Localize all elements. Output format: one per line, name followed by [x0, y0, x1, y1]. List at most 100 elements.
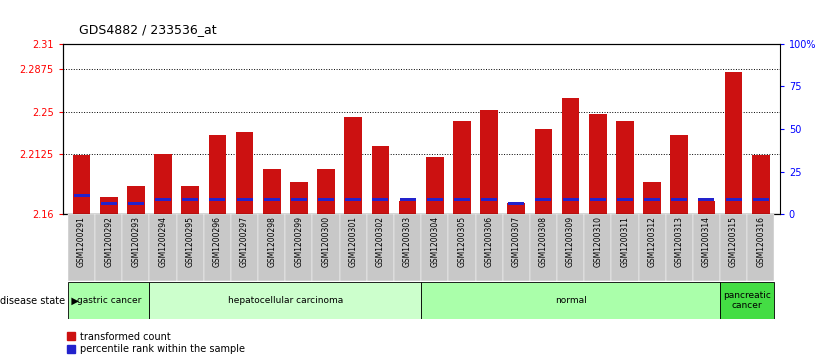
- Bar: [394, 214, 421, 281]
- Bar: [480, 110, 498, 214]
- Bar: [208, 135, 226, 214]
- Bar: [123, 214, 149, 281]
- Bar: [563, 198, 579, 200]
- Bar: [590, 198, 605, 200]
- Bar: [209, 198, 225, 200]
- Bar: [317, 169, 335, 214]
- Text: GSM1200301: GSM1200301: [349, 216, 358, 267]
- Bar: [671, 198, 687, 200]
- Bar: [127, 186, 145, 214]
- Bar: [697, 200, 716, 214]
- Text: GSM1200307: GSM1200307: [512, 216, 520, 267]
- Bar: [535, 129, 552, 214]
- Bar: [237, 198, 253, 200]
- Text: GSM1200302: GSM1200302: [376, 216, 385, 267]
- Text: GSM1200303: GSM1200303: [403, 216, 412, 267]
- Text: GSM1200308: GSM1200308: [539, 216, 548, 267]
- Bar: [503, 214, 530, 281]
- Bar: [535, 198, 551, 200]
- Bar: [399, 200, 416, 214]
- Bar: [507, 203, 525, 214]
- Bar: [155, 198, 171, 200]
- Bar: [263, 169, 280, 214]
- Bar: [427, 198, 443, 200]
- Text: GSM1200306: GSM1200306: [485, 216, 494, 267]
- Bar: [617, 198, 633, 200]
- Bar: [421, 214, 449, 281]
- Text: GSM1200313: GSM1200313: [675, 216, 684, 267]
- Bar: [373, 198, 389, 200]
- Bar: [149, 214, 177, 281]
- Bar: [453, 121, 470, 214]
- Text: gastric cancer: gastric cancer: [77, 296, 141, 305]
- Bar: [128, 202, 143, 204]
- Bar: [285, 214, 313, 281]
- Text: GSM1200294: GSM1200294: [158, 216, 168, 267]
- Bar: [557, 214, 584, 281]
- Bar: [611, 214, 639, 281]
- Bar: [345, 198, 361, 200]
- Bar: [344, 118, 362, 214]
- Text: GDS4882 / 233536_at: GDS4882 / 233536_at: [79, 23, 217, 36]
- Bar: [231, 214, 259, 281]
- Bar: [725, 72, 742, 214]
- Bar: [449, 214, 475, 281]
- Bar: [699, 198, 715, 200]
- Bar: [726, 198, 741, 200]
- Legend: transformed count, percentile rank within the sample: transformed count, percentile rank withi…: [68, 331, 245, 355]
- Bar: [183, 198, 198, 200]
- Bar: [318, 198, 334, 200]
- Bar: [399, 198, 415, 200]
- Text: pancreatic
cancer: pancreatic cancer: [723, 291, 771, 310]
- Bar: [475, 214, 503, 281]
- Bar: [530, 214, 557, 281]
- Bar: [154, 154, 172, 214]
- Text: GSM1200315: GSM1200315: [729, 216, 738, 267]
- Bar: [481, 198, 497, 200]
- Text: GSM1200299: GSM1200299: [294, 216, 304, 267]
- Bar: [149, 282, 421, 319]
- Bar: [259, 214, 285, 281]
- Bar: [73, 155, 90, 214]
- Bar: [584, 214, 611, 281]
- Bar: [639, 214, 666, 281]
- Text: normal: normal: [555, 296, 586, 305]
- Text: GSM1200300: GSM1200300: [322, 216, 330, 267]
- Bar: [339, 214, 367, 281]
- Bar: [562, 98, 580, 214]
- Bar: [291, 198, 307, 200]
- Text: GSM1200311: GSM1200311: [620, 216, 630, 267]
- Text: GSM1200304: GSM1200304: [430, 216, 440, 267]
- Bar: [421, 282, 720, 319]
- Bar: [367, 214, 394, 281]
- Text: GSM1200310: GSM1200310: [593, 216, 602, 267]
- Text: GSM1200292: GSM1200292: [104, 216, 113, 267]
- Bar: [720, 214, 747, 281]
- Bar: [203, 214, 231, 281]
- Bar: [177, 214, 203, 281]
- Bar: [100, 197, 118, 214]
- Bar: [290, 182, 308, 214]
- Text: GSM1200305: GSM1200305: [457, 216, 466, 267]
- Text: GSM1200295: GSM1200295: [186, 216, 195, 267]
- Bar: [508, 202, 525, 205]
- Bar: [666, 214, 693, 281]
- Bar: [752, 155, 770, 214]
- Bar: [264, 198, 279, 200]
- Bar: [101, 202, 117, 204]
- Text: hepatocellular carcinoma: hepatocellular carcinoma: [228, 296, 343, 305]
- Text: GSM1200297: GSM1200297: [240, 216, 249, 267]
- Text: GSM1200314: GSM1200314: [702, 216, 711, 267]
- Bar: [643, 182, 661, 214]
- Bar: [589, 114, 606, 214]
- Bar: [182, 186, 199, 214]
- Bar: [747, 214, 774, 281]
- Text: GSM1200298: GSM1200298: [267, 216, 276, 267]
- Bar: [720, 282, 774, 319]
- Bar: [426, 157, 444, 214]
- Bar: [671, 135, 688, 214]
- Text: GSM1200293: GSM1200293: [132, 216, 140, 267]
- Bar: [68, 282, 149, 319]
- Bar: [753, 198, 769, 200]
- Text: GSM1200316: GSM1200316: [756, 216, 766, 267]
